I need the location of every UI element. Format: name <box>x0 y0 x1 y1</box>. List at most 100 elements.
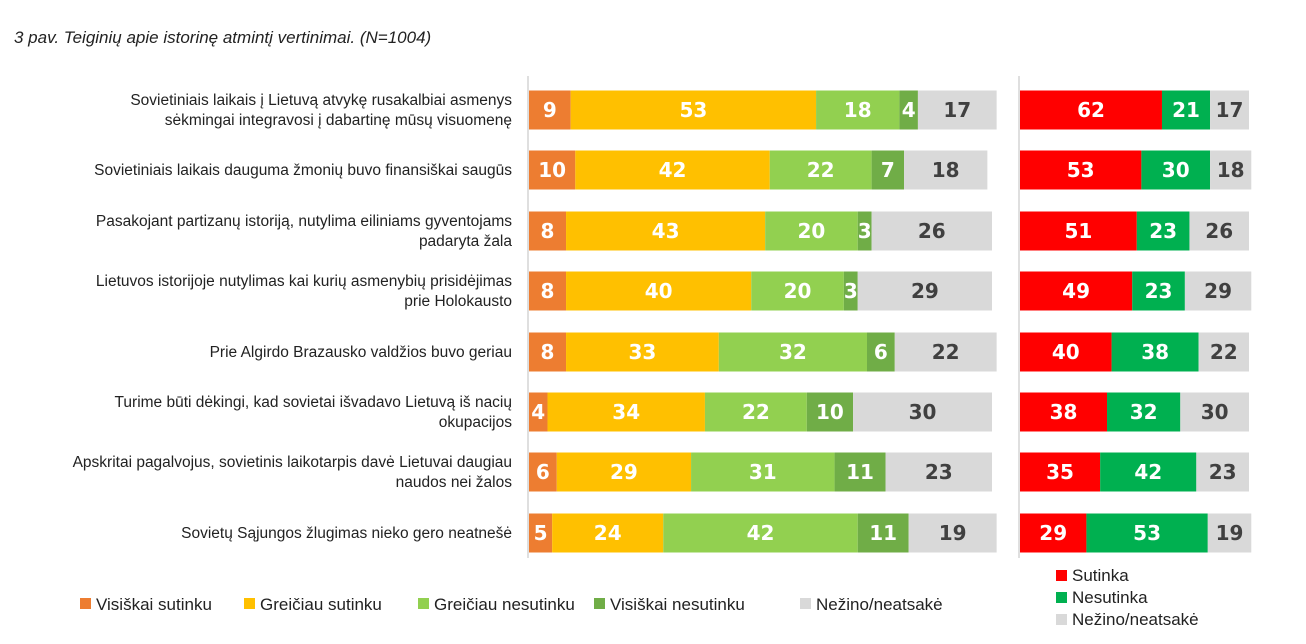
detail-bar-segment <box>529 332 567 372</box>
summary-bar-segment <box>1141 150 1211 190</box>
detail-bar-segment <box>871 150 905 190</box>
detail-bar-segment <box>575 150 770 190</box>
detail-value-label: 4 <box>902 98 916 122</box>
detail-value-label: 30 <box>909 400 937 424</box>
detail-value-label: 33 <box>629 340 657 364</box>
summary-value-label: 21 <box>1172 98 1200 122</box>
summary-bar-segment <box>1107 392 1181 432</box>
detail-value-label: 10 <box>538 158 566 182</box>
detail-value-label: 40 <box>645 279 673 303</box>
detail-bar-segment <box>857 211 872 251</box>
detail-bar-segment <box>806 392 854 432</box>
summary-value-label: 38 <box>1141 340 1169 364</box>
detail-bar-segment <box>552 513 664 553</box>
detail-bar-segment <box>769 150 872 190</box>
legend-label: Nežino/neatsakė <box>1072 610 1199 629</box>
detail-bar-segment <box>566 211 766 251</box>
summary-value-label: 18 <box>1217 158 1245 182</box>
detail-value-label: 6 <box>536 460 550 484</box>
detail-value-label: 18 <box>932 158 960 182</box>
detail-value-label: 42 <box>659 158 687 182</box>
detail-value-label: 22 <box>742 400 770 424</box>
summary-bar-segment <box>1210 90 1249 130</box>
detail-bar-segment <box>834 452 886 492</box>
category-labels: Sovietiniais laikais į Lietuvą atvykę ru… <box>73 92 513 542</box>
detail-bar-segment <box>691 452 835 492</box>
detail-value-label: 34 <box>612 400 640 424</box>
detail-value-label: 42 <box>747 521 775 545</box>
summary-bar-segment <box>1180 392 1249 432</box>
detail-value-label: 20 <box>798 219 826 243</box>
detail-bar-segment <box>853 392 992 432</box>
legend-label: Visiškai sutinku <box>96 595 212 614</box>
summary-bar-segment <box>1086 513 1208 553</box>
category-label: Sovietų Sąjungos žlugimas nieko gero nea… <box>181 525 512 542</box>
summary-value-label: 35 <box>1046 460 1074 484</box>
detail-bar-segment <box>566 332 719 372</box>
detail-value-label: 10 <box>816 400 844 424</box>
summary-bar-segment <box>1198 332 1249 372</box>
summary-bar-segment <box>1020 392 1108 432</box>
detail-bar-segment <box>917 90 997 130</box>
detail-bar-segment <box>570 90 817 130</box>
summary-bar-segment <box>1020 452 1101 492</box>
summary-bar-segment <box>1132 271 1185 311</box>
detail-bar-segment <box>857 271 992 311</box>
legend-label: Visiškai nesutinku <box>610 595 745 614</box>
summary-value-label: 29 <box>1204 279 1232 303</box>
legend-swatch <box>80 598 91 609</box>
category-label: Pasakojant partizanų istoriją, nutylima … <box>96 213 512 250</box>
detail-bar-segment <box>765 211 858 251</box>
detail-bar-segment <box>751 271 844 311</box>
detail-bar-segment <box>704 392 807 432</box>
detail-bar-segment <box>816 90 900 130</box>
legend-swatch <box>244 598 255 609</box>
legend-swatch <box>418 598 429 609</box>
detail-value-label: 53 <box>679 98 707 122</box>
category-label: Prie Algirdo Brazausko valdžios buvo ger… <box>210 344 512 361</box>
legend-swatch <box>800 598 811 609</box>
detail-value-label: 29 <box>610 460 638 484</box>
summary-bar-segment <box>1184 271 1252 311</box>
detail-bar-segment <box>529 392 548 432</box>
legend-swatch <box>1056 592 1067 603</box>
category-label: Apskritai pagalvojus, sovietinis laikota… <box>73 454 513 491</box>
category-label: Sovietiniais laikais į Lietuvą atvykę ru… <box>130 92 512 129</box>
detail-bar-segment <box>857 513 909 553</box>
summary-value-label: 32 <box>1130 400 1158 424</box>
summary-bar-segment <box>1136 211 1190 251</box>
detail-value-label: 11 <box>846 460 874 484</box>
summary-value-label: 53 <box>1133 521 1161 545</box>
detail-bar-segment <box>899 90 918 130</box>
detail-bar-segment <box>529 90 571 130</box>
detail-bar-segment <box>529 513 553 553</box>
detail-value-label: 8 <box>541 279 555 303</box>
summary-bar-segment <box>1189 211 1249 251</box>
category-label: Lietuvos istorijoje nutylimas kai kurių … <box>96 273 512 310</box>
summary-value-label: 51 <box>1064 219 1092 243</box>
detail-value-label: 8 <box>541 340 555 364</box>
detail-value-label: 3 <box>844 279 858 303</box>
detail-value-label: 26 <box>918 219 946 243</box>
summary-bar-segment <box>1020 211 1137 251</box>
legend-label: Nesutinka <box>1072 588 1148 607</box>
detail-value-label: 18 <box>844 98 872 122</box>
summary-bar-segment <box>1100 452 1197 492</box>
summary-bar-segment <box>1207 513 1252 553</box>
summary-bar-segment <box>1196 452 1249 492</box>
chart-caption: 3 pav. Teiginių apie istorinę atmintį ve… <box>14 28 432 47</box>
summary-value-label: 29 <box>1039 521 1067 545</box>
detail-bar-segment <box>866 332 895 372</box>
detail-value-label: 32 <box>779 340 807 364</box>
legend-label: Greičiau sutinku <box>260 595 382 614</box>
summary-value-label: 30 <box>1201 400 1229 424</box>
summary-bar-segment <box>1020 332 1112 372</box>
legend-swatch <box>594 598 605 609</box>
detail-bar-segment <box>904 150 988 190</box>
detail-bar-segment <box>908 513 997 553</box>
summary-legend: Sutinka Nesutinka Nežino/neatsakė <box>1056 566 1199 629</box>
summary-value-label: 49 <box>1062 279 1090 303</box>
detail-bar-segment <box>566 271 752 311</box>
detail-value-label: 20 <box>784 279 812 303</box>
